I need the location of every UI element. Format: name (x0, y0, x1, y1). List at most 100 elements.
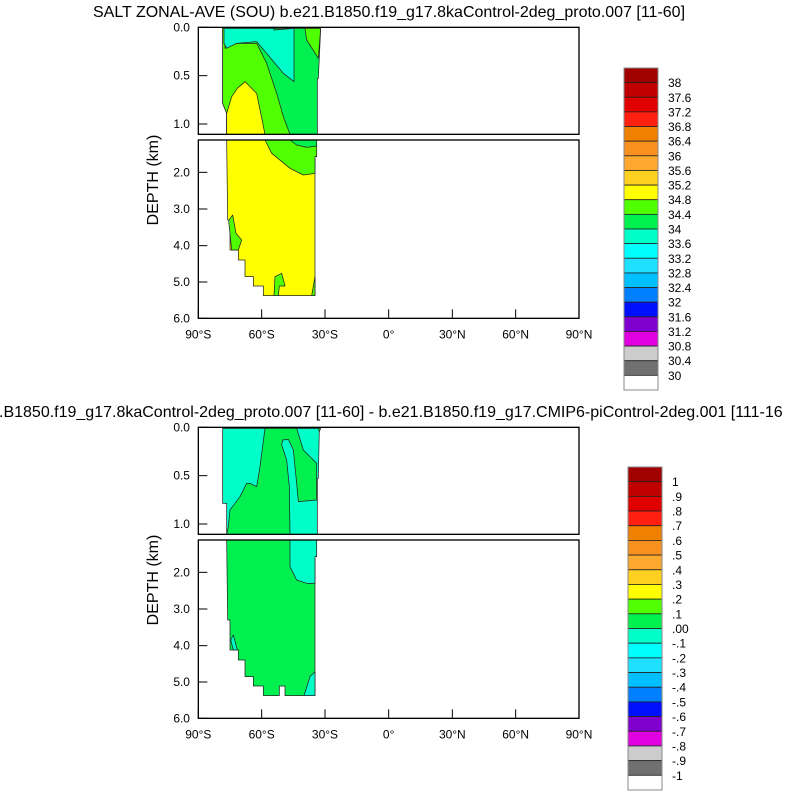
colorbar-label: 31.6 (668, 310, 692, 324)
x-tick-label: 60°S (249, 327, 275, 341)
colorbar-box (623, 213, 659, 230)
y-tick-label: 4.0 (173, 239, 190, 253)
y-tick-label: 6.0 (173, 311, 190, 325)
y-tick-label: 6.0 (173, 711, 190, 725)
y-tick-label: 2.0 (173, 165, 190, 179)
x-tick-label: 30°S (312, 327, 338, 341)
colorbar-label: 35.6 (668, 164, 692, 178)
contour-region (226, 539, 318, 697)
colorbar-box (627, 716, 663, 732)
colorbar-label: .5 (672, 549, 682, 563)
contour-region (311, 276, 316, 297)
contour-region (226, 427, 318, 535)
colorbar-box (627, 554, 663, 571)
colorbar-box (623, 301, 659, 318)
colorbar-label: -.5 (672, 695, 686, 709)
colorbar-box (627, 657, 663, 673)
y-tick-label: 0.5 (173, 469, 190, 483)
colorbar-label: .7 (672, 519, 682, 533)
colorbar-box (623, 111, 659, 127)
x-tick-label: 90°N (566, 327, 593, 341)
x-tick-label: 90°S (185, 727, 211, 741)
x-tick-label: 30°S (312, 727, 338, 741)
colorbar-label: .1 (672, 607, 682, 621)
colorbar-box (627, 584, 663, 600)
colorbar-label: 36 (668, 149, 682, 163)
colorbar-label: -.8 (672, 739, 686, 753)
colorbar-label: 37.2 (668, 105, 692, 119)
contour-region (273, 272, 286, 297)
colorbar-box (627, 598, 663, 615)
y-tick-label: 3.0 (173, 602, 190, 616)
colorbar-label: -.7 (672, 725, 686, 739)
colorbar-label: 33.2 (668, 252, 692, 266)
x-tick-label: 0° (383, 327, 395, 341)
colorbar-label: .00 (672, 622, 689, 636)
colorbar-box (623, 170, 659, 186)
plot-title-bottom: .B1850.f19_g17.8kaControl-2deg_proto.007… (0, 404, 783, 421)
colorbar-box (623, 272, 659, 288)
colorbar-label: 38 (668, 76, 682, 90)
colorbar-box (623, 82, 659, 98)
contour-region (230, 634, 238, 651)
colorbar-label: 30 (668, 369, 682, 383)
colorbar-box (623, 243, 659, 259)
x-tick-label: 90°S (185, 327, 211, 341)
colorbar-label: 35.2 (668, 179, 692, 193)
colorbar-label: 30.4 (668, 354, 692, 368)
x-tick-label: 60°N (502, 727, 529, 741)
colorbar-box (623, 155, 659, 171)
colorbar-box (623, 345, 659, 362)
x-tick-label: 60°S (249, 727, 275, 741)
colorbar-label: .3 (672, 578, 682, 592)
colorbar-frame (627, 466, 663, 791)
lower-panel-frame (197, 139, 580, 319)
colorbar-box (627, 701, 663, 717)
x-tick-label: 90°N (566, 727, 593, 741)
colorbar-box (627, 495, 663, 512)
colorbar-label: 33.6 (668, 237, 692, 251)
contour-region (317, 427, 322, 433)
contour-region (228, 214, 243, 251)
colorbar-box (623, 67, 659, 84)
colorbar-top: 3837.637.236.836.43635.635.234.834.43433… (623, 67, 692, 391)
y-tick-label: 5.0 (173, 675, 190, 689)
colorbar-box (627, 774, 663, 791)
colorbar-box (623, 316, 659, 332)
colorbar-box (623, 184, 659, 201)
colorbar-label: 34 (668, 223, 682, 237)
colorbar-label: -.6 (672, 710, 686, 724)
contour-region (226, 81, 266, 135)
colorbar-label: 32 (668, 296, 682, 310)
colorbar-label: 1 (672, 475, 679, 489)
colorbar-box (627, 481, 663, 497)
colorbar-label: .8 (672, 505, 682, 519)
colorbar-label: -.4 (672, 681, 686, 695)
y-tick-label: 1.0 (173, 517, 190, 531)
y-tick-label: 0.0 (173, 420, 190, 434)
contour-plot-bottom: 90°S 60°S 30°S 0° 30°N 60°N 90°N 0.0 0.5 1.0 2.0 3.… (173, 420, 592, 741)
colorbar-box (627, 686, 663, 703)
colorbar-label: 32.4 (668, 281, 692, 295)
colorbar-label: -.3 (672, 666, 686, 680)
colorbar-bottom: 1.9.8.7.6.5.4.3.2.1.00-.1-.2-.3-.4-.5-.6… (627, 466, 689, 791)
colorbar-label: .2 (672, 593, 682, 607)
colorbar-label: 30.8 (668, 340, 692, 354)
colorbar-frame (623, 67, 659, 391)
colorbar-box (627, 628, 663, 644)
colorbar-box (627, 540, 663, 556)
plot-title-top: SALT ZONAL-AVE (SOU) b.e21.B1850.f19_g17… (93, 4, 685, 21)
x-tick-label: 0° (383, 727, 395, 741)
colorbar-label: 37.6 (668, 91, 692, 105)
colorbar-box (627, 466, 663, 483)
contour-region (289, 539, 318, 584)
contour-region (303, 671, 316, 697)
contour-plot-top: 90°S 60°S 30°S 0° 30°N 60°N 90°N 0.0 0.5 1.0 2.0 3.… (173, 20, 592, 341)
y-tick-label: 3.0 (173, 202, 190, 216)
colorbar-label: 31.2 (668, 325, 692, 339)
contour-region (223, 27, 295, 83)
colorbar-box (623, 331, 659, 347)
colorbar-box (627, 760, 663, 776)
colorbar-label: 36.8 (668, 120, 692, 134)
